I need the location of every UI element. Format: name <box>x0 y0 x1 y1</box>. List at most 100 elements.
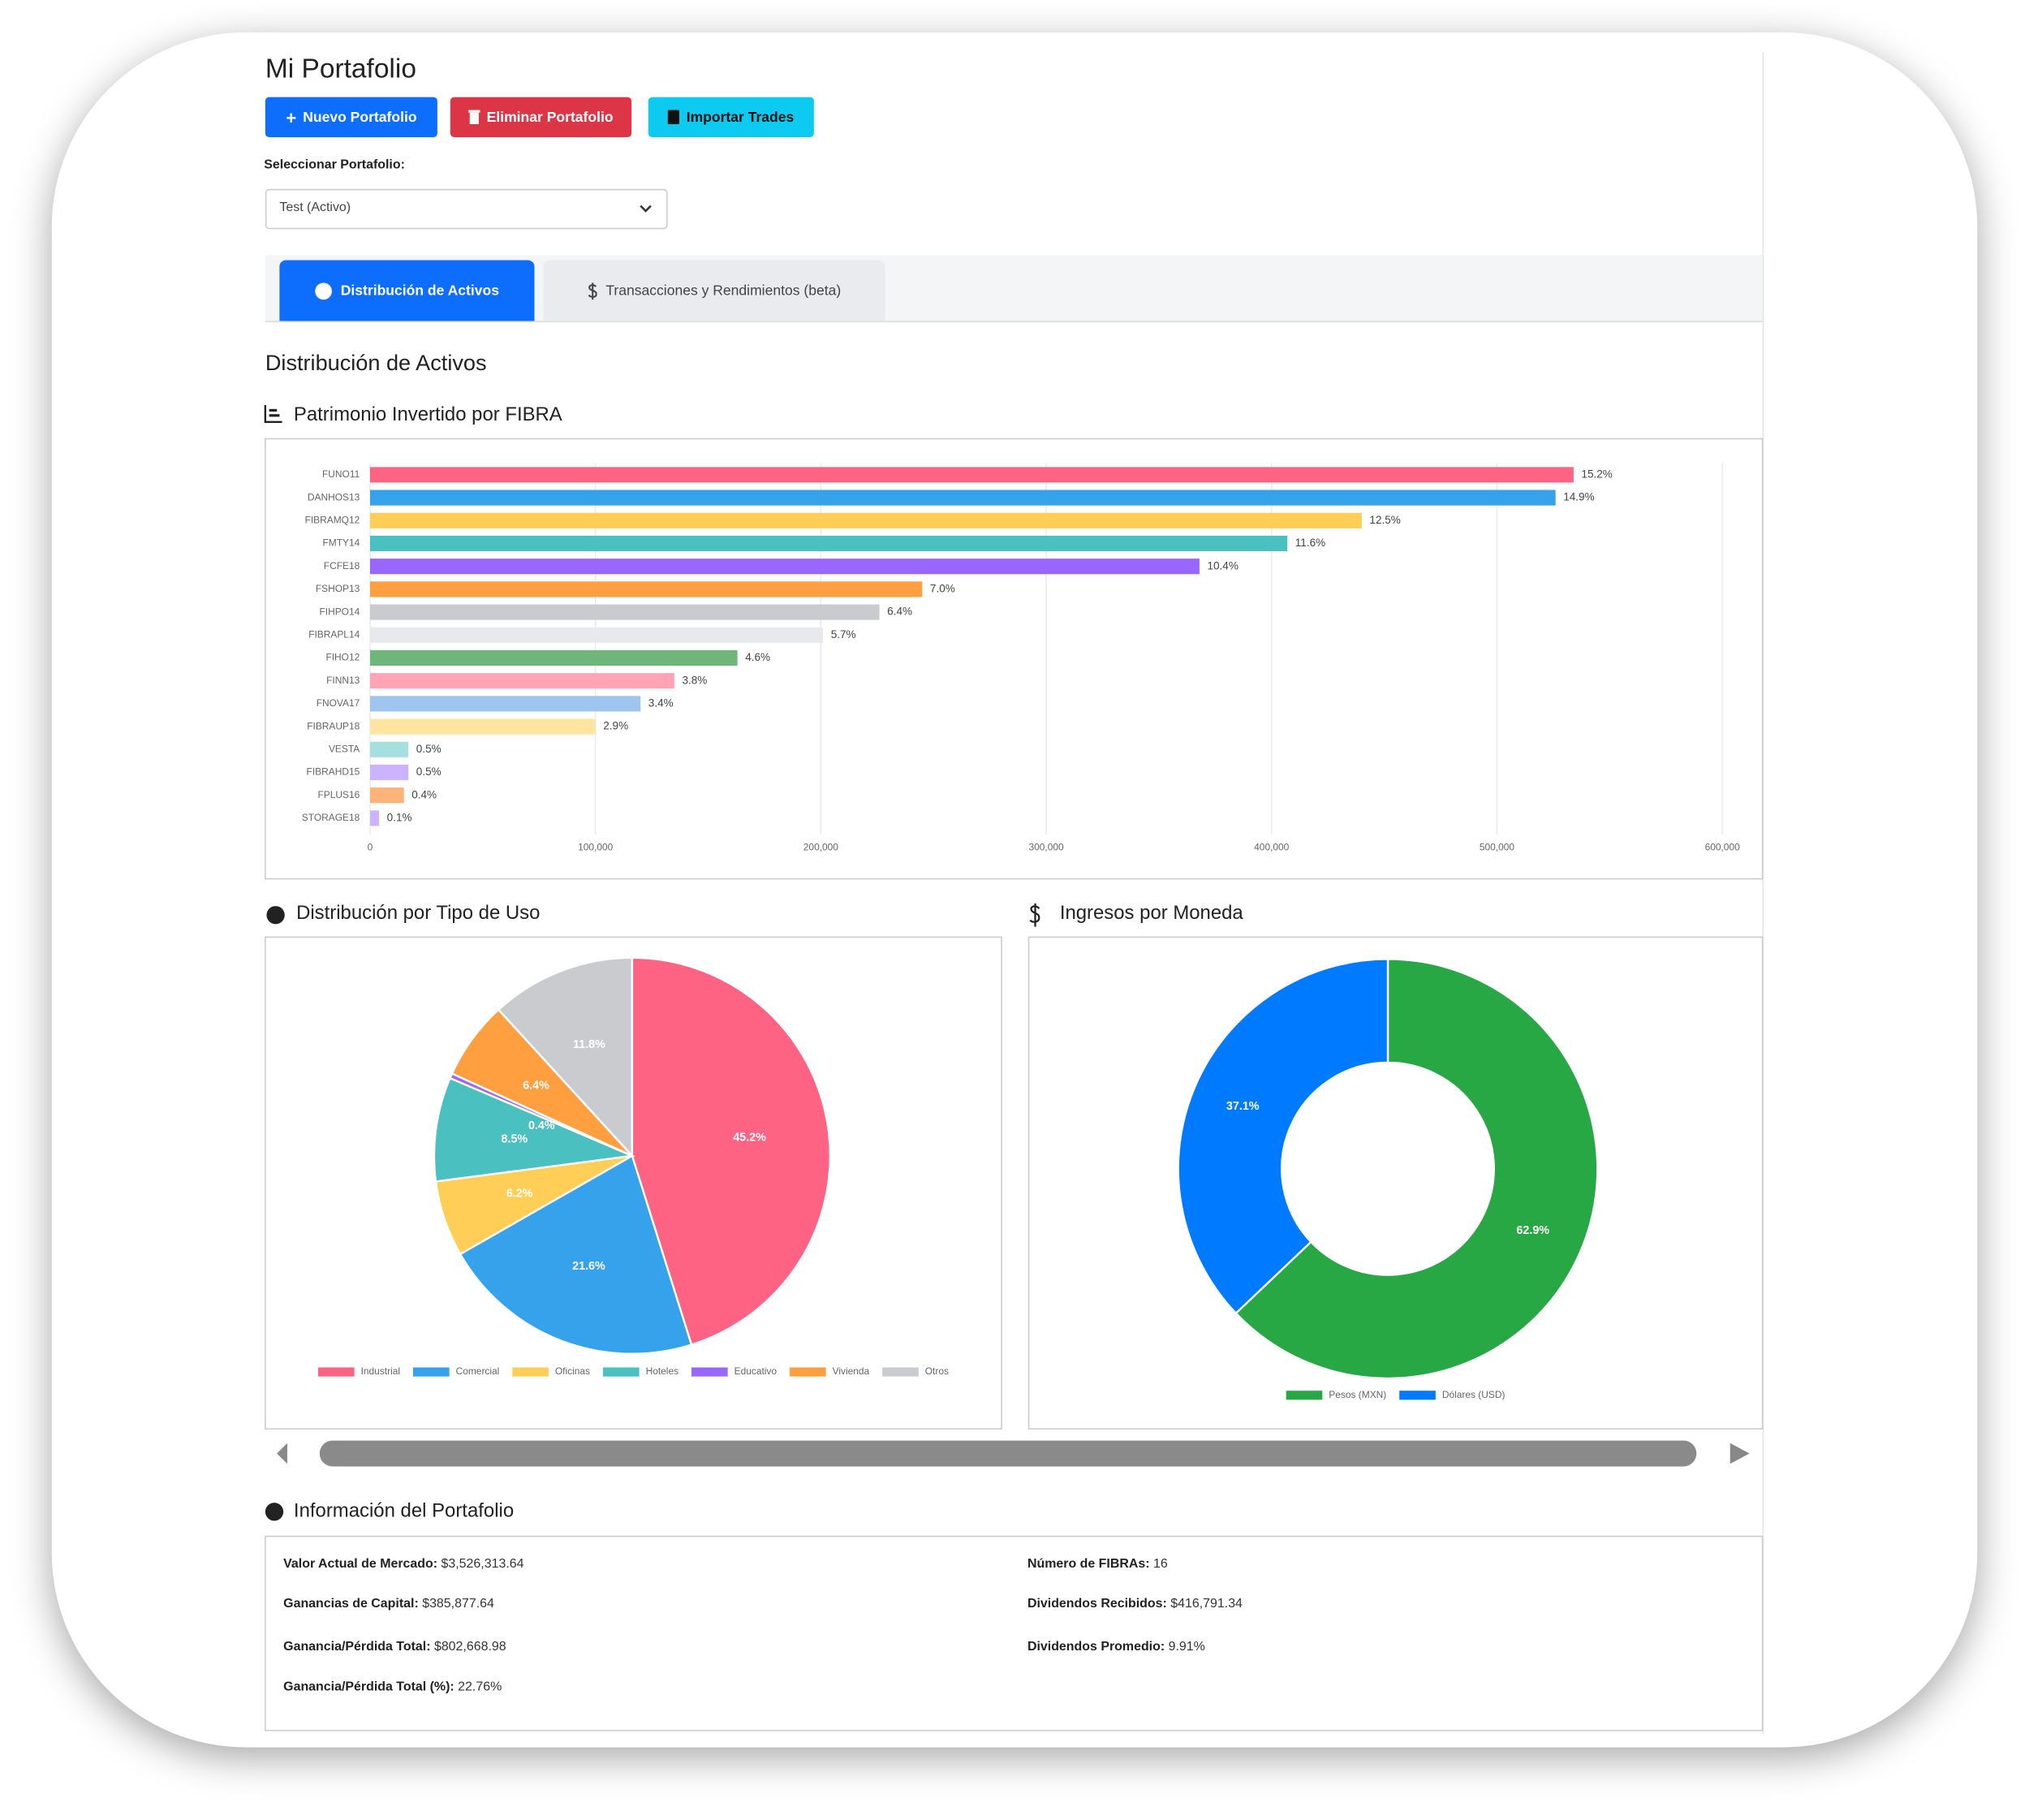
info-row: Ganancias de Capital: $385,877.64 <box>283 1597 494 1611</box>
x-tick-label: 300,000 <box>1028 841 1064 852</box>
legend-item: Hoteles <box>602 1365 679 1377</box>
info-value: $416,791.34 <box>1170 1597 1243 1612</box>
share-label: 11.6% <box>1295 537 1325 549</box>
tab[interactable]: Transacciones y Rendimientos (beta) <box>543 260 885 321</box>
share-label: 7.0% <box>930 582 955 594</box>
y-tick-label: FNOVA17 <box>317 697 360 709</box>
legend-label: Pesos (MXN) <box>1329 1389 1386 1400</box>
data-label: 21.6% <box>572 1260 605 1273</box>
legend-swatch <box>317 1367 355 1377</box>
legend-swatch <box>512 1367 549 1377</box>
legend-swatch <box>1399 1391 1436 1400</box>
info-value: 16 <box>1152 1557 1168 1572</box>
legend-swatch <box>412 1367 450 1377</box>
bar <box>369 490 1556 506</box>
label: Eliminar Portafolio <box>486 109 614 125</box>
bar <box>369 467 1574 483</box>
legend-item: Oficinas <box>512 1365 590 1377</box>
x-tick-label: 200,000 <box>803 841 839 852</box>
label: Nuevo Portafolio <box>303 109 417 125</box>
bar <box>369 649 738 666</box>
bar <box>369 512 1362 528</box>
info-value: $385,877.64 <box>422 1597 494 1612</box>
x-tick-label: 400,000 <box>1254 841 1290 852</box>
y-tick-label: FIBRAMQ12 <box>305 514 360 525</box>
bar <box>369 718 596 735</box>
new-button[interactable]: + Nuevo Portafolio <box>265 97 437 138</box>
info-label: Número de FIBRAs: <box>1027 1557 1150 1572</box>
legend-swatch <box>1286 1391 1323 1400</box>
share-label: 10.4% <box>1207 559 1238 571</box>
info-label: Dividendos Recibidos: <box>1027 1597 1167 1612</box>
legend-item: Industrial <box>317 1365 400 1377</box>
info-value: $3,526,313.64 <box>441 1557 524 1572</box>
legend-label: Hoteles <box>646 1365 679 1377</box>
icon <box>668 110 680 125</box>
page-title: Mi Portafolio <box>265 54 416 84</box>
y-tick-label: FINN13 <box>326 675 360 686</box>
legend-label: Vivienda <box>833 1365 870 1377</box>
y-tick-label: FSHOP13 <box>316 583 360 594</box>
tab-active[interactable]: Distribución de Activos <box>279 260 535 321</box>
chart-title: Patrimonio Invertido por FIBRA <box>294 403 562 425</box>
info-icon <box>265 1503 284 1521</box>
chevron <box>640 205 652 213</box>
share-label: 15.2% <box>1581 468 1612 480</box>
legend-item: Vivienda <box>790 1365 870 1377</box>
data-label: 0.4% <box>528 1119 555 1132</box>
info-row: Valor Actual de Mercado: $3,526,313.64 <box>283 1557 523 1572</box>
bar <box>369 787 404 804</box>
info-row: Dividendos Recibidos: $416,791.34 <box>1027 1597 1243 1611</box>
y-tick-label: FIHO12 <box>325 652 360 663</box>
bar <box>369 696 641 712</box>
bar <box>369 810 380 826</box>
info-row: Dividendos Promedio: 9.91% <box>1027 1640 1205 1654</box>
share-label: 2.9% <box>603 720 628 732</box>
portfolio-select[interactable]: Test (Activo) <box>265 188 668 230</box>
section-title: Distribución de Activos <box>265 351 487 376</box>
x-tick-label: 0 <box>368 841 373 852</box>
chart-title: Distribución por Tipo de Uso <box>296 902 540 924</box>
select-value: Test (Activo) <box>279 201 351 215</box>
legend-label: Dólares (USD) <box>1442 1389 1506 1400</box>
scroll-right[interactable] <box>1730 1443 1750 1464</box>
legend-swatch <box>602 1367 640 1377</box>
y-tick-label: FIBRAUP18 <box>307 720 360 731</box>
share-label: 4.6% <box>745 651 770 663</box>
info-label: Valor Actual de Mercado: <box>283 1557 438 1572</box>
bar <box>369 604 880 620</box>
scroll-left[interactable] <box>277 1443 287 1464</box>
info-label: Ganancia/Pérdida Total (%): <box>283 1680 454 1695</box>
share-label: 6.4% <box>887 606 912 618</box>
info-row: Ganancia/Pérdida Total (%): 22.76% <box>283 1680 502 1695</box>
legend-label: Comercial <box>456 1365 500 1377</box>
data-label: 62.9% <box>1516 1224 1549 1237</box>
bar <box>369 535 1288 552</box>
info-value: 22.76% <box>458 1680 502 1695</box>
legend-item: Comercial <box>412 1365 500 1377</box>
info-label: Ganancias de Capital: <box>283 1597 419 1612</box>
x-tick-label: 500,000 <box>1480 841 1515 852</box>
content-panel <box>252 51 1764 1735</box>
tab-label: Distribución de Activos <box>340 282 499 299</box>
delete-button[interactable]: Eliminar Portafolio <box>450 97 632 138</box>
legend-item: Pesos (MXN) <box>1286 1389 1386 1400</box>
scroll-thumb[interactable] <box>319 1440 1697 1467</box>
import-button[interactable]: Importar Trades <box>648 97 814 138</box>
data-label: 37.1% <box>1226 1100 1260 1113</box>
select-label: Seleccionar Portafolio: <box>264 157 405 173</box>
dollar-icon <box>1029 903 1040 927</box>
info-box <box>265 1535 1764 1732</box>
legend-label: Industrial <box>361 1365 400 1377</box>
bar <box>369 559 1200 575</box>
y-tick-label: FMTY14 <box>322 537 360 549</box>
y-tick-label: FIBRAHD15 <box>307 766 360 778</box>
x-tick-label: 600,000 <box>1705 841 1741 852</box>
bar <box>369 673 674 689</box>
bar-icon <box>264 405 282 423</box>
legend-swatch <box>882 1367 919 1377</box>
info-label: Ganancia/Pérdida Total: <box>283 1640 431 1654</box>
